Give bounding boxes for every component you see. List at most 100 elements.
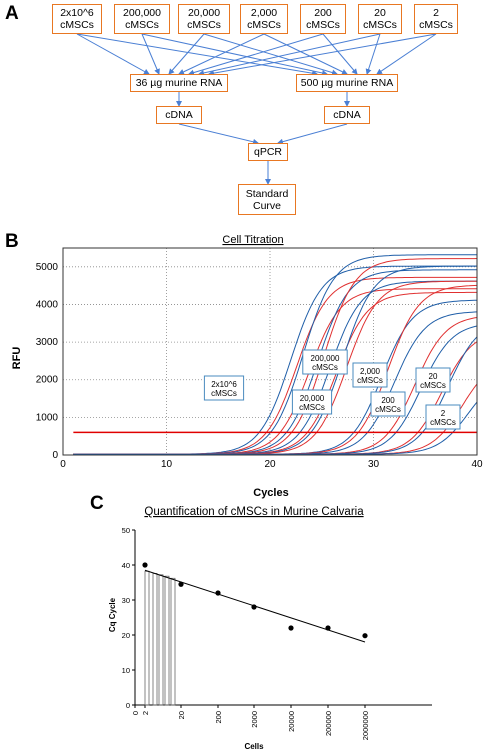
standard-curve-box: Standard Curve — [238, 184, 296, 215]
y-tick-label: 40 — [122, 561, 130, 570]
flow-arrow — [168, 33, 205, 75]
data-point — [362, 633, 368, 639]
group-label-line: 2x10^6 — [211, 380, 237, 389]
group-label-box — [302, 349, 348, 375]
cdna-box-left: cDNA — [156, 106, 202, 124]
qpcr-box: qPCR — [248, 143, 288, 161]
x-tick-label: 20 — [177, 711, 186, 719]
amplification-curve — [73, 401, 478, 455]
cell-box-20: 20 cMSCs — [358, 4, 402, 34]
y-tick-label: 0 — [52, 450, 58, 461]
flowchart-arrows — [76, 33, 437, 185]
sample-bar — [152, 573, 158, 706]
x-tick-label: 200 — [214, 711, 223, 724]
amplification-curve — [73, 276, 477, 455]
y-tick-label: 2000 — [36, 375, 59, 386]
flow-arrow — [208, 33, 437, 77]
group-label-box — [425, 404, 461, 430]
amplification-curve — [73, 258, 478, 455]
x-tick-label: 2000000 — [361, 711, 370, 740]
flow-arrow — [141, 33, 160, 75]
x-tick-label: 40 — [471, 459, 483, 470]
chart-c-title: Quantification of cMSCs in Murine Calvar… — [144, 506, 364, 518]
group-label-box — [370, 391, 406, 417]
group-label-box — [352, 362, 388, 388]
amplification-curve — [73, 336, 478, 455]
group-label-line: cMSCs — [312, 363, 338, 372]
flow-arrow — [76, 33, 150, 75]
group-label-line: 200 — [381, 396, 395, 405]
flow-arrow — [76, 33, 318, 77]
x-tick-label: 2000 — [250, 711, 259, 728]
group-label-line: cMSCs — [357, 376, 383, 385]
chart-c-xlabel: Cells — [244, 742, 264, 751]
group-label-line: cMSCs — [375, 405, 401, 414]
y-tick-label: 1000 — [36, 412, 59, 423]
group-label-line: 20,000 — [300, 394, 325, 403]
y-tick-label: 0 — [126, 701, 130, 710]
flow-arrow — [376, 33, 437, 75]
flow-arrow — [178, 33, 265, 75]
cell-box-2: 2 cMSCs — [414, 4, 458, 34]
x-tick-label: 20 — [264, 459, 276, 470]
plot-frame — [62, 247, 478, 456]
rna-box-500ug: 500 µg murine RNA — [296, 74, 398, 92]
amplification-curve — [73, 254, 477, 455]
group-label-line: 20 — [429, 372, 438, 381]
data-point — [288, 625, 294, 631]
y-tick-label: 30 — [122, 596, 130, 605]
cdna-box-right: cDNA — [324, 106, 370, 124]
y-tick-label: 4000 — [36, 299, 59, 310]
flow-arrow — [203, 33, 338, 76]
data-point — [178, 581, 184, 587]
panel-label-c: C — [90, 493, 104, 514]
chart-c-ylabel: Cq Cycle — [108, 597, 117, 632]
data-point — [215, 590, 221, 596]
group-label-line: cMSCs — [420, 381, 446, 390]
flow-arrow — [322, 33, 358, 75]
cell-titration-chart: Cell Titration RFU Cycles 0 10 20 30 40 0 1000… — [11, 234, 483, 499]
y-tick-label: 10 — [122, 666, 130, 675]
flow-arrow — [141, 33, 328, 76]
data-point — [251, 604, 257, 610]
y-tick-label: 20 — [122, 631, 130, 640]
x-tick-label: 200000 — [324, 711, 333, 736]
group-label-line: 2,000 — [360, 367, 381, 376]
x-tick-label: 2 — [141, 711, 150, 715]
data-point — [142, 562, 148, 568]
group-label-line: cMSCs — [211, 389, 237, 398]
group-label-box — [291, 389, 333, 415]
rna-box-36ug: 36 µg murine RNA — [130, 74, 228, 92]
x-tick-label: 0 — [131, 711, 140, 715]
cell-box-2x10e6: 2x10^6 cMSCs — [52, 4, 102, 34]
panel-label-a: A — [5, 3, 19, 24]
chart-b-xlabel: Cycles — [253, 487, 288, 499]
panel-label-b: B — [5, 231, 19, 252]
x-tick-label: 20000 — [287, 711, 296, 732]
x-tick-label: 0 — [60, 459, 66, 470]
group-label-line: 2 — [441, 409, 446, 418]
y-tick-label: 3000 — [36, 337, 59, 348]
y-tick-label: 5000 — [36, 262, 59, 273]
flow-arrow — [365, 33, 381, 75]
cell-box-200000: 200,000 cMSCs — [114, 4, 170, 34]
data-point — [325, 625, 331, 631]
y-tick-label: 50 — [122, 526, 130, 535]
x-tick-label: 30 — [368, 459, 380, 470]
chart-b-ylabel: RFU — [11, 347, 23, 370]
group-label-box — [415, 367, 451, 393]
chart-b-title: Cell Titration — [222, 234, 283, 246]
flow-arrow — [198, 33, 381, 76]
sample-bar — [164, 575, 170, 706]
group-label-line: cMSCs — [430, 418, 456, 427]
flow-arrow — [277, 123, 348, 145]
flow-arrow — [188, 33, 324, 76]
flow-arrow — [263, 33, 348, 75]
sample-bar — [170, 577, 176, 706]
cell-box-20000: 20,000 cMSCs — [178, 4, 230, 34]
flow-arrow — [178, 123, 259, 145]
sample-bar — [158, 574, 164, 706]
group-label-line: 200,000 — [311, 354, 340, 363]
sample-bar — [144, 570, 150, 706]
group-label-box — [203, 375, 245, 401]
